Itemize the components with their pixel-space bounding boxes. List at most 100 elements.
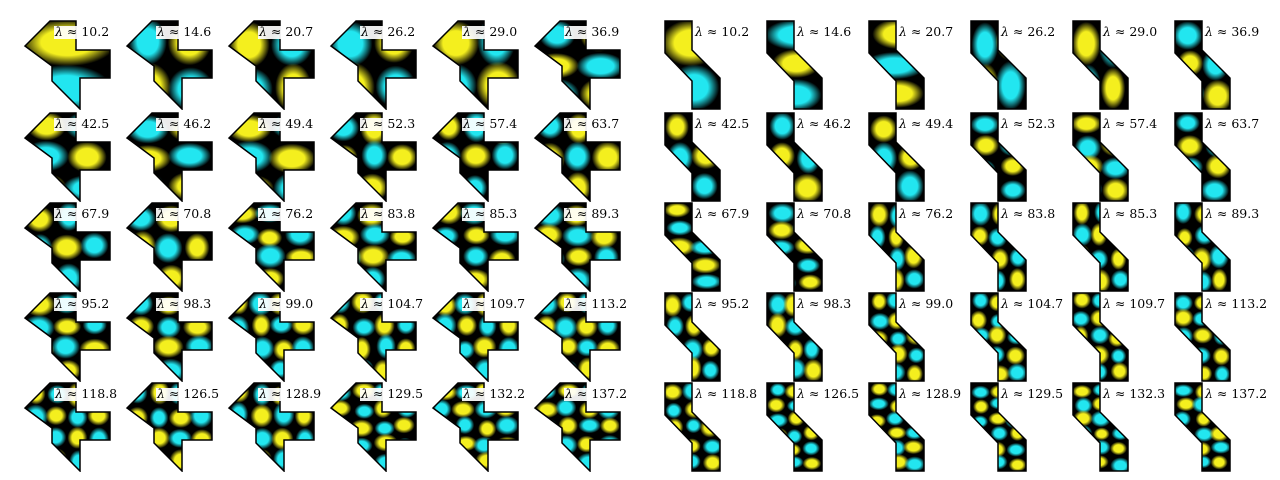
eigenvalue-value: 99.0 — [285, 296, 314, 311]
eigenmode-tile: λ ≈ 70.8 — [124, 200, 224, 292]
eigenvalue-value: 42.5 — [81, 116, 110, 131]
lambda-symbol: λ ≈ — [259, 296, 286, 311]
eigenvalue-label: λ ≈ 85.3 — [462, 206, 519, 221]
eigenmode-tile: λ ≈ 83.8 — [328, 200, 428, 292]
eigenmode-tile: λ ≈ 89.3 — [1172, 200, 1272, 292]
lambda-symbol: λ ≈ — [565, 386, 592, 401]
lambda-symbol: λ ≈ — [695, 24, 722, 39]
lambda-symbol: λ ≈ — [463, 386, 490, 401]
eigenmode-tile: λ ≈ 20.7 — [226, 18, 326, 110]
eigenvalue-label: λ ≈ 57.4 — [1102, 116, 1159, 131]
eigenmode-tile: λ ≈ 129.5 — [328, 380, 428, 472]
eigenvalue-value: 10.2 — [81, 24, 110, 39]
lambda-symbol: λ ≈ — [463, 24, 490, 39]
eigenvalue-label: λ ≈ 129.5 — [360, 387, 425, 401]
eigenvalue-label: λ ≈ 29.0 — [462, 24, 519, 39]
eigenvalue-label: λ ≈ 98.3 — [796, 297, 853, 311]
lambda-symbol: λ ≈ — [55, 116, 82, 131]
eigenmode-tile: λ ≈ 128.9 — [866, 380, 966, 472]
eigenvalue-label: λ ≈ 67.9 — [54, 206, 111, 221]
lambda-symbol: λ ≈ — [463, 296, 490, 311]
eigenmode-tile: λ ≈ 89.3 — [532, 200, 632, 292]
lambda-symbol: λ ≈ — [695, 206, 722, 221]
eigenvalue-value: 36.9 — [591, 24, 620, 39]
eigenvalue-value: 57.4 — [1129, 116, 1158, 131]
lambda-symbol: λ ≈ — [1001, 296, 1028, 311]
eigenmode-tile: λ ≈ 137.2 — [532, 380, 632, 472]
eigenmode-tile: λ ≈ 52.3 — [328, 110, 428, 202]
lambda-symbol: λ ≈ — [1103, 24, 1130, 39]
eigenmode-tile: λ ≈ 63.7 — [532, 110, 632, 202]
eigenmode-tile: λ ≈ 67.9 — [22, 200, 122, 292]
lambda-symbol: λ ≈ — [899, 206, 926, 221]
lambda-symbol: λ ≈ — [1205, 24, 1232, 39]
eigenvalue-label: λ ≈ 132.3 — [1102, 387, 1167, 401]
eigenmode-heatmap — [227, 292, 315, 382]
eigenmode-heatmap — [23, 292, 111, 382]
eigenvalue-label: λ ≈ 63.7 — [564, 117, 621, 131]
eigenmode-tile: λ ≈ 57.4 — [430, 110, 530, 202]
eigenmode-tile: λ ≈ 49.4 — [226, 110, 326, 202]
eigenvalue-label: λ ≈ 14.6 — [156, 25, 213, 39]
eigenmode-heatmap — [533, 292, 621, 382]
lambda-symbol: λ ≈ — [259, 24, 286, 39]
eigenmode-tile: λ ≈ 52.3 — [968, 110, 1068, 202]
eigenmode-heatmap — [329, 382, 417, 472]
eigenmode-tile: λ ≈ 70.8 — [764, 200, 864, 292]
eigenvalue-label: λ ≈ 76.2 — [258, 206, 315, 221]
eigenvalue-label: λ ≈ 46.2 — [156, 117, 213, 131]
lambda-symbol: λ ≈ — [1205, 386, 1232, 401]
lambda-symbol: λ ≈ — [361, 116, 388, 131]
eigenvalue-value: 89.3 — [591, 206, 620, 221]
eigenvalue-value: 113.2 — [591, 296, 628, 311]
eigenmode-tile: λ ≈ 109.7 — [430, 290, 530, 382]
eigenvalue-value: 137.2 — [1231, 386, 1268, 401]
eigenmode-tile: λ ≈ 98.3 — [764, 290, 864, 382]
lambda-symbol: λ ≈ — [1103, 116, 1130, 131]
eigenvalue-value: 70.8 — [823, 206, 852, 221]
eigenmode-tile: λ ≈ 76.2 — [866, 200, 966, 292]
eigenmode-tile: λ ≈ 113.2 — [1172, 290, 1272, 382]
eigenvalue-label: λ ≈ 98.3 — [156, 296, 213, 311]
eigenvalue-label: λ ≈ 29.0 — [1102, 24, 1159, 39]
panel-left: λ ≈ 10.2 λ ≈ 14.6 λ ≈ 20.7 λ ≈ 26.2 λ ≈ 29.0… — [22, 18, 632, 472]
eigenvalue-label: λ ≈ 70.8 — [156, 207, 213, 221]
eigenvalue-value: 10.2 — [721, 24, 750, 39]
eigenvalue-label: λ ≈ 104.7 — [1000, 296, 1065, 311]
eigenvalue-value: 85.3 — [489, 206, 518, 221]
lambda-symbol: λ ≈ — [157, 386, 184, 401]
eigenvalue-value: 104.7 — [387, 296, 424, 311]
eigenmode-heatmap — [125, 20, 213, 110]
eigenmode-tile: λ ≈ 118.8 — [22, 380, 122, 472]
lambda-symbol: λ ≈ — [157, 296, 184, 311]
lambda-symbol: λ ≈ — [55, 296, 82, 311]
eigenmode-heatmap — [1174, 382, 1231, 472]
eigenvalue-value: 46.2 — [823, 116, 852, 131]
lambda-symbol: λ ≈ — [361, 206, 388, 221]
eigenvalue-label: λ ≈ 104.7 — [360, 296, 425, 311]
eigenvalue-value: 128.9 — [925, 386, 962, 401]
eigenmode-tile: λ ≈ 29.0 — [430, 18, 530, 110]
eigenmode-tile: λ ≈ 104.7 — [968, 290, 1068, 382]
lambda-symbol: λ ≈ — [1205, 116, 1232, 131]
eigenvalue-value: 57.4 — [489, 116, 518, 131]
lambda-symbol: λ ≈ — [1205, 206, 1232, 221]
eigenmode-heatmap — [1072, 382, 1129, 472]
eigenvalue-label: λ ≈ 14.6 — [796, 25, 853, 39]
eigenmode-tile: λ ≈ 57.4 — [1070, 110, 1170, 202]
lambda-symbol: λ ≈ — [899, 386, 926, 401]
lambda-symbol: λ ≈ — [463, 206, 490, 221]
eigenvalue-value: 67.9 — [721, 206, 750, 221]
eigenvalue-value: 129.5 — [1027, 386, 1064, 401]
lambda-symbol: λ ≈ — [259, 206, 286, 221]
eigenvalue-value: 67.9 — [81, 206, 110, 221]
eigenvalue-label: λ ≈ 99.0 — [898, 297, 955, 311]
lambda-symbol: λ ≈ — [695, 116, 722, 131]
eigenvalue-label: λ ≈ 42.5 — [54, 116, 111, 131]
lambda-symbol: λ ≈ — [695, 296, 722, 311]
eigenvalue-label: λ ≈ 95.2 — [694, 296, 751, 311]
eigenvalue-label: λ ≈ 20.7 — [898, 25, 955, 39]
eigenmode-tile: λ ≈ 36.9 — [532, 18, 632, 110]
eigenvalue-label: λ ≈ 113.2 — [1204, 297, 1269, 311]
eigenmode-heatmap — [23, 112, 111, 202]
